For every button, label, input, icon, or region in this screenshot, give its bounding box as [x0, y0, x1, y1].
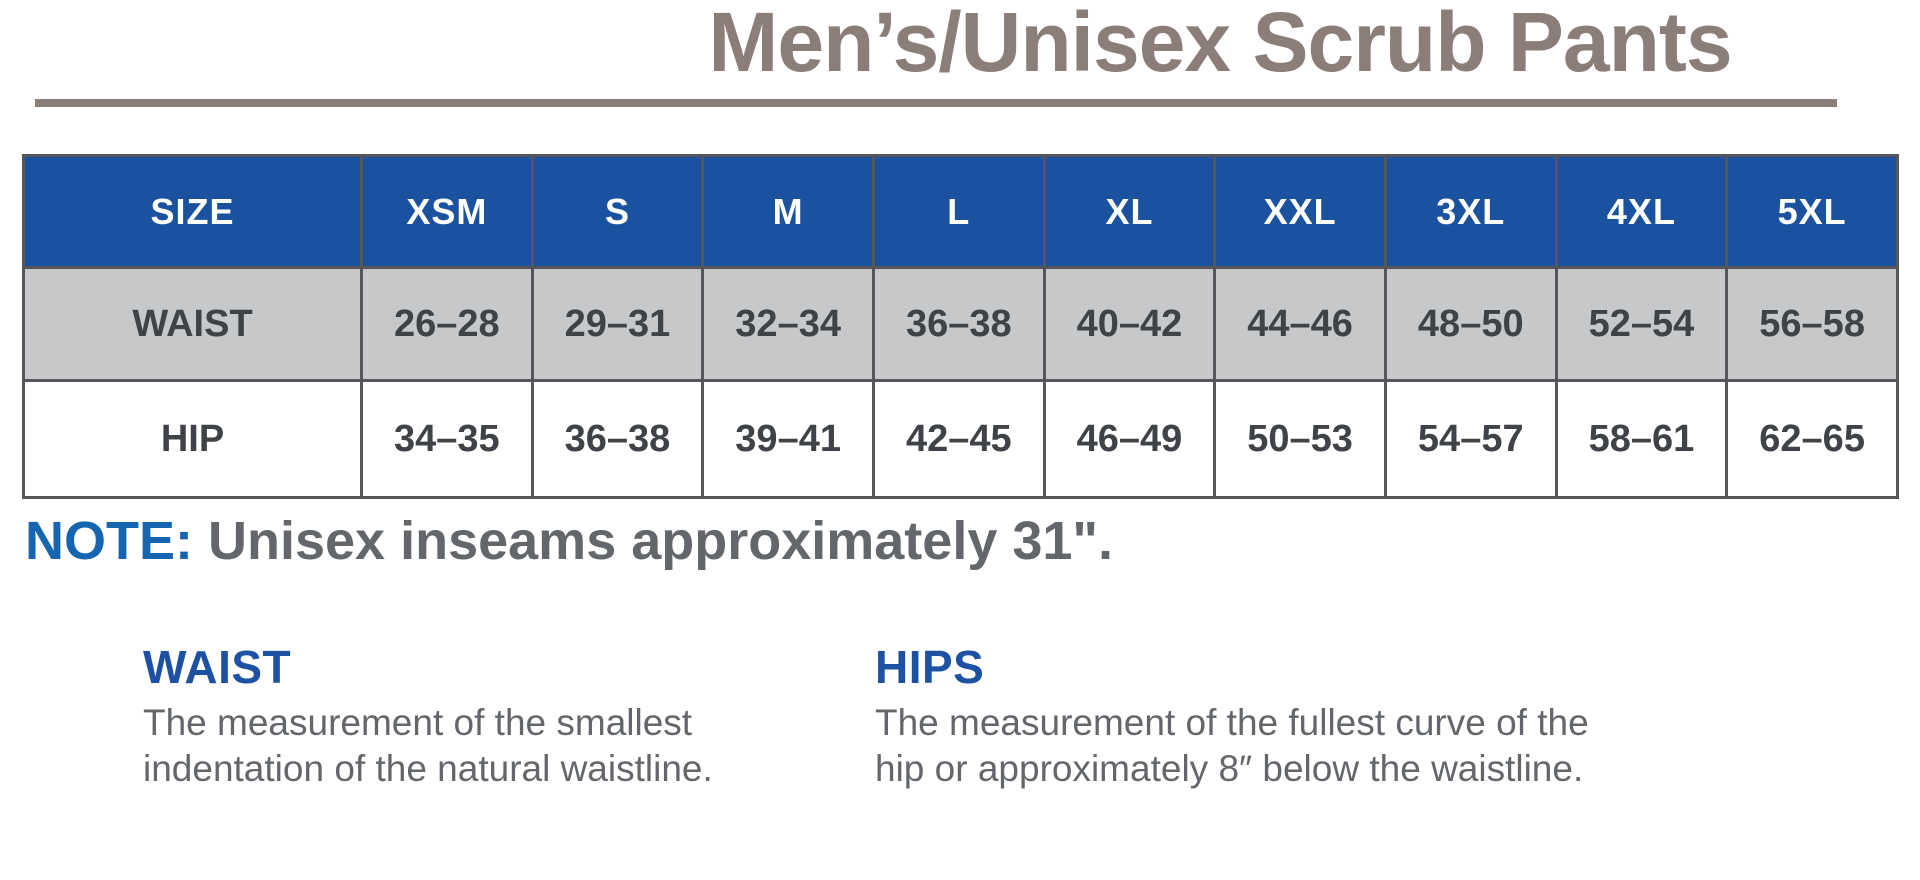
waist-value-3xl: 48–50	[1383, 266, 1558, 382]
hip-value-l: 42–45	[871, 379, 1046, 499]
hip-row: HIP 34–35 36–38 39–41 42–45 46–49 50–53 …	[22, 379, 1899, 499]
waist-value-s: 29–31	[530, 266, 705, 382]
col-header-xxl: XXL	[1213, 154, 1387, 269]
waist-definition-line2: indentation of the natural waistline.	[143, 748, 713, 789]
hip-value-xxl: 50–53	[1213, 379, 1387, 499]
hips-definition-heading: HIPS	[875, 641, 985, 693]
hips-definition-line1: The measurement of the fullest curve of …	[875, 702, 1589, 743]
waist-value-m: 32–34	[701, 266, 875, 382]
inseam-note: NOTE: Unisex inseams approximately 31".	[25, 511, 1114, 571]
hip-value-4xl: 58–61	[1554, 379, 1729, 499]
hip-value-xl: 46–49	[1042, 379, 1217, 499]
waist-definition: WAIST The measurement of the smallest in…	[143, 644, 713, 792]
waist-row: WAIST 26–28 29–31 32–34 36–38 40–42 44–4…	[22, 266, 1899, 382]
col-header-size: SIZE	[22, 154, 363, 269]
hip-value-xsm: 34–35	[360, 379, 534, 499]
hip-value-5xl: 62–65	[1725, 379, 1899, 499]
note-label: NOTE:	[25, 511, 193, 571]
hips-definition-line2: hip or approximately 8″ below the waistl…	[875, 748, 1584, 789]
page-title: Men’s/Unisex Scrub Pants	[708, 0, 1732, 89]
waist-value-xxl: 44–46	[1213, 266, 1387, 382]
hips-definition: HIPS The measurement of the fullest curv…	[875, 644, 1589, 792]
hip-value-3xl: 54–57	[1383, 379, 1558, 499]
hip-value-s: 36–38	[530, 379, 705, 499]
col-header-3xl: 3XL	[1383, 154, 1558, 269]
waist-value-xsm: 26–28	[360, 266, 534, 382]
waist-value-5xl: 56–58	[1725, 266, 1899, 382]
title-underline-rule	[35, 99, 1837, 107]
waist-definition-line1: The measurement of the smallest	[143, 702, 693, 743]
waist-value-4xl: 52–54	[1554, 266, 1729, 382]
hip-row-label: HIP	[22, 379, 363, 499]
note-text: Unisex inseams approximately 31".	[193, 511, 1114, 571]
waist-row-label: WAIST	[22, 266, 363, 382]
size-chart-container: SIZE XSM S M L XL XXL 3XL 4XL 5XL WAIST …	[22, 154, 1899, 499]
hip-value-m: 39–41	[701, 379, 875, 499]
waist-definition-heading: WAIST	[143, 641, 292, 693]
col-header-4xl: 4XL	[1554, 154, 1729, 269]
size-header-row: SIZE XSM S M L XL XXL 3XL 4XL 5XL	[22, 154, 1899, 269]
col-header-xsm: XSM	[360, 154, 534, 269]
col-header-5xl: 5XL	[1725, 154, 1899, 269]
col-header-s: S	[530, 154, 705, 269]
col-header-m: M	[701, 154, 875, 269]
size-chart-table: SIZE XSM S M L XL XXL 3XL 4XL 5XL WAIST …	[22, 154, 1899, 499]
col-header-xl: XL	[1042, 154, 1217, 269]
col-header-l: L	[871, 154, 1046, 269]
waist-value-xl: 40–42	[1042, 266, 1217, 382]
waist-value-l: 36–38	[871, 266, 1046, 382]
